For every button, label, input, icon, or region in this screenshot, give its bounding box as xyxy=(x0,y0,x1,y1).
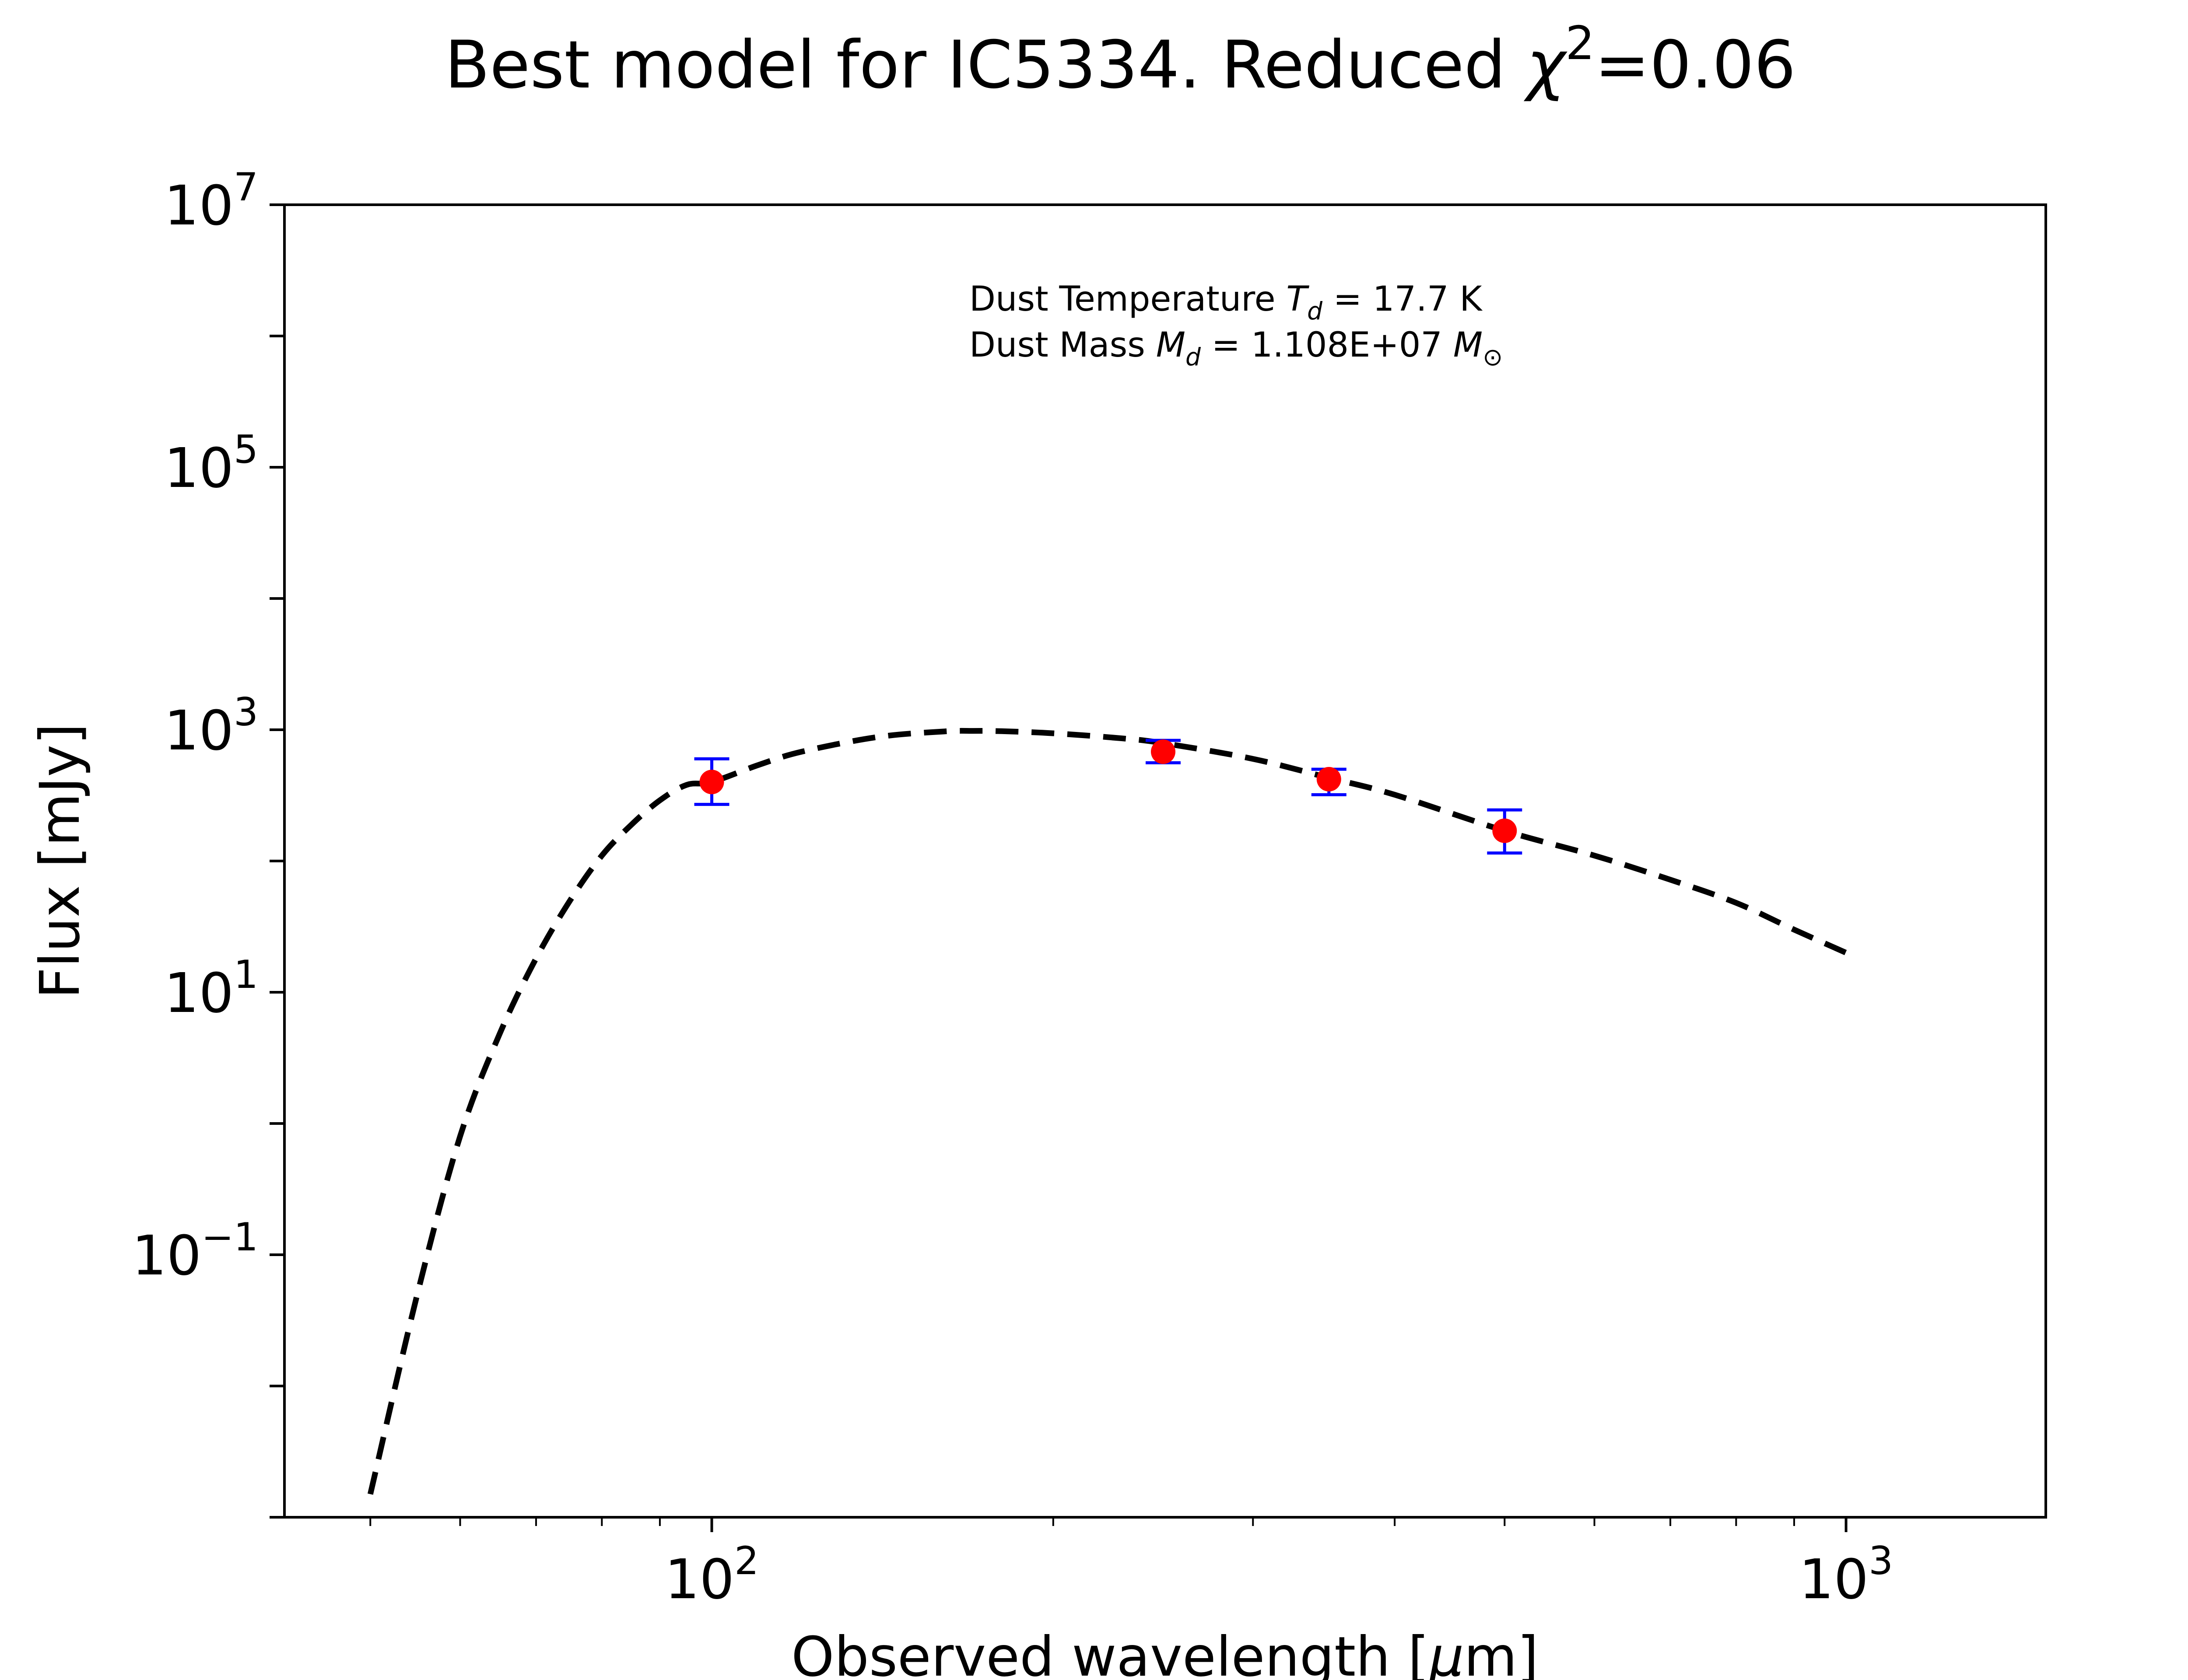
x-tick-label-base: 10 xyxy=(1799,1548,1869,1611)
x-axis-label-mu: μ xyxy=(1428,1625,1464,1680)
annotation-mass-solar-symbol: M xyxy=(1453,326,1483,365)
observation-point xyxy=(1487,808,1522,855)
title-prefix: Best model for IC5334. Reduced xyxy=(445,27,1526,103)
title-chi-exponent: 2 xyxy=(1565,17,1595,70)
y-tick-label: 101 xyxy=(164,952,258,1025)
x-axis: 102 103 xyxy=(369,1517,1893,1611)
x-tick-label-exponent: 3 xyxy=(1869,1538,1893,1583)
annotation-dust-mass: Dust Mass Md = 1.108E+07 M⊙ xyxy=(969,326,1503,371)
title-chi-symbol: χ xyxy=(1524,27,1568,103)
chart-title: Best model for IC5334. Reduced χ2=0.06 xyxy=(445,17,1796,103)
x-tick-label: 103 xyxy=(1799,1538,1893,1611)
y-tick-label-base: 10 xyxy=(164,699,234,763)
y-tick-label-base: 10 xyxy=(164,437,234,500)
x-axis-label: Observed wavelength [μm] xyxy=(791,1625,1539,1680)
y-tick-label-exponent: 5 xyxy=(234,427,258,472)
observation-point xyxy=(1311,767,1346,796)
x-tick-label-base: 10 xyxy=(665,1548,734,1611)
y-tick-label-exponent: 3 xyxy=(234,690,258,735)
annotation-temp-prefix: Dust Temperature xyxy=(969,280,1286,319)
data-marker xyxy=(1316,767,1341,792)
y-tick-label-exponent: −1 xyxy=(201,1214,258,1260)
annotation-mass-value: = 1.108E+07 xyxy=(1201,326,1453,365)
x-tick-label-exponent: 2 xyxy=(734,1538,759,1583)
y-axis-label: Flux [mJy] xyxy=(28,723,92,999)
y-tick-label: 105 xyxy=(164,427,258,500)
annotation-temp-symbol: T xyxy=(1286,280,1309,319)
observation-point xyxy=(1146,738,1181,765)
data-marker xyxy=(699,770,724,794)
annotation-mass-subscript: d xyxy=(1185,343,1201,371)
title-suffix: =0.06 xyxy=(1595,27,1796,103)
annotation-mass-solar-subscript: ⊙ xyxy=(1483,343,1503,371)
annotation-mass-prefix: Dust Mass xyxy=(969,326,1156,365)
x-tick-label: 102 xyxy=(665,1538,759,1611)
y-tick-label-exponent: 7 xyxy=(234,164,258,210)
y-tick-label: 10−1 xyxy=(132,1214,258,1288)
y-tick-label: 107 xyxy=(164,164,258,238)
data-marker xyxy=(1492,818,1517,843)
x-axis-label-suffix: m] xyxy=(1464,1625,1539,1680)
annotation-temp-subscript: d xyxy=(1307,297,1323,325)
y-tick-label: 103 xyxy=(164,690,258,763)
annotation-mass-symbol: M xyxy=(1156,326,1185,365)
observation-point xyxy=(694,757,729,806)
observations xyxy=(694,738,1522,855)
data-marker xyxy=(1151,739,1176,764)
y-tick-label-exponent: 1 xyxy=(234,952,258,997)
annotation-temp-value: = 17.7 K xyxy=(1322,280,1483,319)
y-tick-label-base: 10 xyxy=(164,962,234,1025)
x-axis-label-prefix: Observed wavelength [ xyxy=(791,1625,1429,1680)
y-tick-label-base: 10 xyxy=(132,1224,201,1288)
y-tick-label-base: 10 xyxy=(164,174,234,238)
annotation-dust-temperature: Dust Temperature Td = 17.7 K xyxy=(969,280,1483,325)
model-curve xyxy=(367,728,1848,1495)
